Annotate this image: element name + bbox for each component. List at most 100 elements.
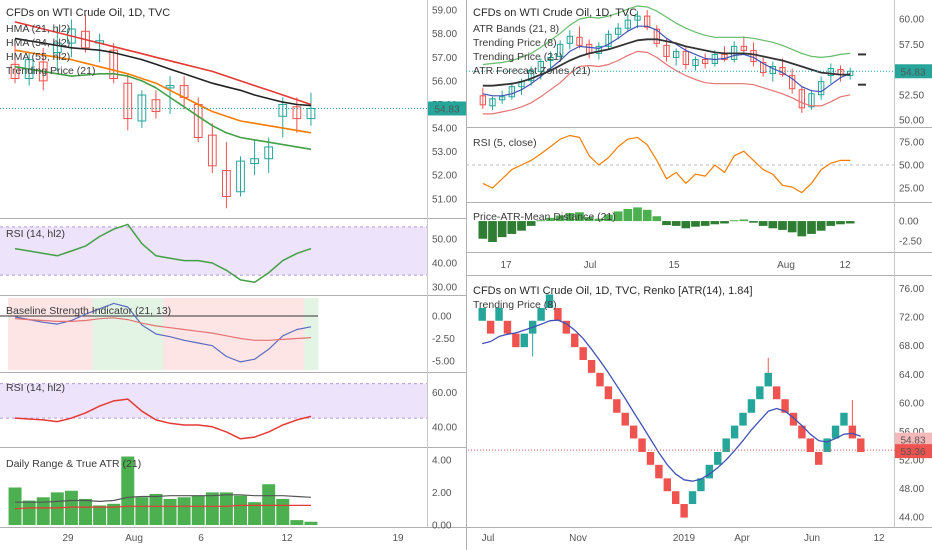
renko-brick [571,333,579,348]
dist-bar [797,221,807,237]
x-tick-label: Apr [734,533,750,544]
x-tick-label: 12 [839,260,851,271]
main-candle [52,42,62,54]
legend-trending-price[interactable]: Trending Price (21) [6,65,95,77]
atr-bar [205,492,219,525]
legend-atr-bands[interactable]: ATR Bands (21, 8) [473,23,559,35]
atr-bar [50,492,64,525]
dist-bar [652,216,662,222]
tr-main-candle [508,86,515,98]
rsi-band [0,383,427,419]
renko-brick [646,451,655,465]
bsi-zone [303,298,319,370]
tr-series-line [482,5,851,66]
y-tick-label: 4.00 [432,455,452,466]
main-candle [292,106,302,120]
renko-brick [756,386,764,400]
main-series-line [14,65,312,151]
tr-main-candle [827,68,834,77]
y-tick-label: 50.00 [899,115,924,126]
atr-line [14,504,311,510]
y-tick-label: 68.00 [899,341,924,352]
tr-main-candle [692,58,699,67]
legend-renko-trending[interactable]: Trending Price (8) [473,299,557,311]
atr-title[interactable]: Daily Range & True ATR (21) [6,458,141,470]
dist-bar [681,221,691,229]
tr-series-line [482,50,851,115]
renko-brick [705,464,714,479]
tr-dist-title[interactable]: Price-ATR-Mean Distance (21) [473,211,616,223]
x-tick-label: 15 [668,260,680,271]
dist-bar [700,221,710,226]
y-tick-label: 52.50 [899,90,924,101]
dist-bar [604,214,613,222]
dist-bar [575,212,584,222]
tr-main-candle [798,89,805,109]
atr-bar [8,487,22,525]
tr-chart-title: CFDs on WTI Crude Oil, 1D, TVC [473,7,637,19]
dist-bar [768,221,778,229]
y-tick-label: 60.00 [432,388,457,399]
bsi-title[interactable]: Baseline Strength Indicator (21, 13) [6,305,171,317]
y-tick-label: 30.00 [432,283,457,294]
renko-brick [478,307,486,321]
renko-brick [781,399,789,413]
y-tick-label: 56.00 [432,76,457,87]
tr-main-candle [750,49,757,62]
dist-bar [623,209,633,222]
x-tick-label: 19 [392,533,404,544]
y-tick-label: 75.00 [899,137,924,148]
x-tick-label: Aug [777,260,795,271]
legend-hma21[interactable]: HMA (21, hl2) [6,23,70,35]
main-series-line [14,37,312,107]
x-tick-label: Aug [125,533,143,544]
renko-brick [613,399,621,413]
dist-bar [845,221,855,224]
main-candle [222,170,231,197]
axis-borders [427,0,895,527]
legend-hma34[interactable]: HMA (34, hl2) [6,37,70,49]
rsi1-title[interactable]: RSI (14, hl2) [6,228,65,240]
dist-bar [478,221,488,239]
x-tick-label: 2019 [673,533,696,544]
x-tick-label: Nov [569,533,587,544]
tr-main-candle [663,44,670,57]
legend-trending-price-21[interactable]: Trending Price (21) [473,51,562,63]
y-tick-label: 57.50 [899,40,924,51]
y-tick-label: 76.00 [899,284,924,295]
y-tick-label: 52.00 [432,171,457,182]
renko-brick [537,307,545,321]
tr-rsi-title[interactable]: RSI (5, close) [473,137,537,149]
renko-brick [764,372,772,387]
tr-main-candle [740,45,747,51]
dist-bar [546,217,555,222]
y-tick-label: 0.00 [432,312,452,323]
tr-main-candle [499,96,506,101]
y-tick-label: 2.00 [432,488,452,499]
y-tick-label: 59.00 [432,6,457,17]
tr-main-candle [615,27,622,35]
legend-hma55[interactable]: HMA (55, hl2) [6,51,70,63]
renko-brick [840,412,848,426]
tr-main-candle [653,28,660,44]
atr-bar [191,495,205,525]
y-tick-label: 0.00 [899,217,919,228]
bsi-line [14,317,312,341]
main-series-line [14,21,312,106]
rsi-line [14,398,312,440]
rsi-line [14,223,312,284]
rsi2-title[interactable]: RSI (14, hl2) [6,382,65,394]
x-tick-label: 17 [500,260,512,271]
renko-brick [831,425,840,439]
dist-bar [517,221,526,231]
x-tick-label: 12 [873,533,885,544]
atr-line [15,494,312,503]
dist-bar [584,217,594,222]
y-tick-label: 56.00 [899,427,924,438]
atr-bar [79,498,92,525]
atr-bar [219,492,233,525]
legend-trending-price-8[interactable]: Trending Price (8) [473,37,557,49]
legend-atr-forecast[interactable]: ATR Forecast Zones (21) [473,65,591,77]
price-label-box [895,444,932,459]
renko-brick [629,425,638,439]
